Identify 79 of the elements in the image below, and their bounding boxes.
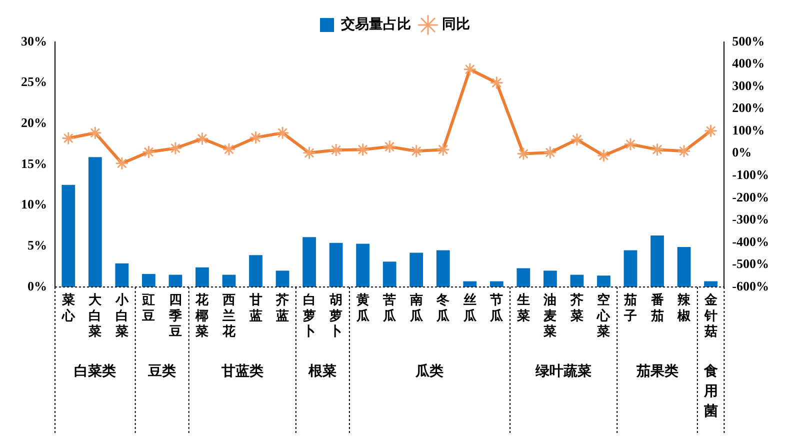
y2-tick-label: 300% <box>732 78 765 93</box>
x-tick-label: 辣椒 <box>676 292 692 323</box>
y-tick-label: 15% <box>21 156 47 171</box>
x-tick-label: 南瓜 <box>408 292 424 323</box>
legend-label: 同比 <box>442 16 470 33</box>
y2-tick-label: -300% <box>732 212 770 227</box>
bar <box>142 274 156 287</box>
text: 甘蓝类 <box>220 364 264 380</box>
bar <box>276 270 290 287</box>
x-tick-label: 菜心 <box>60 292 76 323</box>
x-tick-label: 油麦菜 <box>542 292 557 338</box>
bar <box>302 237 316 287</box>
x-tick-label: 金针菇 <box>703 292 718 338</box>
y-tick-label: 25% <box>21 74 47 90</box>
bar <box>410 252 424 287</box>
text: 食用菌 <box>702 364 718 420</box>
text: 豆类 <box>147 364 176 380</box>
x-tick-label: 空心菜 <box>596 292 612 338</box>
x-tick-label: 豇豆 <box>141 292 156 323</box>
x-tick-label: 芥蓝 <box>275 292 290 323</box>
text: 绿叶蔬菜 <box>534 364 592 380</box>
bar <box>382 262 396 287</box>
y2-tick-label: -400% <box>732 234 770 249</box>
text: 白菜类 <box>74 364 116 380</box>
bar <box>650 236 664 287</box>
text: 茄果类 <box>635 364 678 380</box>
bar <box>196 267 209 287</box>
y2-tick-label: 100% <box>732 122 765 138</box>
text: 瓜类 <box>414 362 444 380</box>
y2-tick-label: 0% <box>732 144 752 160</box>
x-tick-label: 丝瓜 <box>462 292 478 323</box>
x-tick-label: 白萝卜 <box>302 292 316 338</box>
x-tick-label: 西兰花 <box>221 292 236 338</box>
x-tick-label: 节瓜 <box>489 292 504 323</box>
y2-tick-label: 200% <box>732 100 765 116</box>
bar <box>677 246 691 287</box>
x-tick-label: 黄瓜 <box>355 292 370 323</box>
x-tick-label: 胡萝卜 <box>328 292 343 338</box>
bar <box>490 281 504 287</box>
y2-tick-label: 400% <box>732 56 765 71</box>
bar <box>624 250 638 287</box>
bar <box>249 255 262 287</box>
y-tick-label: 0% <box>28 278 47 294</box>
x-tick-label: 花椰菜 <box>194 292 210 338</box>
x-tick-label: 生菜 <box>516 292 530 323</box>
x-tick-label: 苦瓜 <box>382 292 398 323</box>
y-tick-label: 30% <box>21 33 47 48</box>
bar <box>168 274 182 287</box>
bar <box>463 281 477 287</box>
bar <box>329 242 343 287</box>
y2-tick-label: -600% <box>732 278 770 294</box>
bar <box>62 184 76 287</box>
x-tick-label: 番茄 <box>650 292 664 323</box>
bar <box>222 274 236 287</box>
x-tick-label: 芥菜 <box>569 292 584 323</box>
x-tick-label: 小白菜 <box>114 292 130 338</box>
bar <box>570 274 584 287</box>
bar <box>356 244 370 287</box>
legend-label: 交易量占比 <box>340 16 411 33</box>
y-tick-label: 5% <box>28 238 47 253</box>
y-tick-label: 10% <box>21 196 47 212</box>
bar <box>704 281 718 287</box>
x-tick-label: 冬瓜 <box>436 292 451 323</box>
bar <box>115 263 129 287</box>
y-tick-label: 20% <box>21 115 47 130</box>
x-tick-label: 甘蓝 <box>248 292 262 323</box>
y2-tick-label: -100% <box>732 166 770 182</box>
x-tick-label: 茄子 <box>622 292 637 323</box>
bar <box>436 250 450 287</box>
bar <box>516 268 530 287</box>
bar <box>88 157 102 287</box>
bar <box>597 276 610 287</box>
y2-tick-label: -500% <box>732 256 770 272</box>
text: 根菜 <box>308 364 337 380</box>
x-tick-label: 大白菜 <box>88 292 103 338</box>
y2-tick-label: 500% <box>732 33 765 48</box>
x-tick-label: 四季豆 <box>168 292 182 338</box>
y2-tick-label: -200% <box>732 189 770 204</box>
bar <box>543 270 557 287</box>
